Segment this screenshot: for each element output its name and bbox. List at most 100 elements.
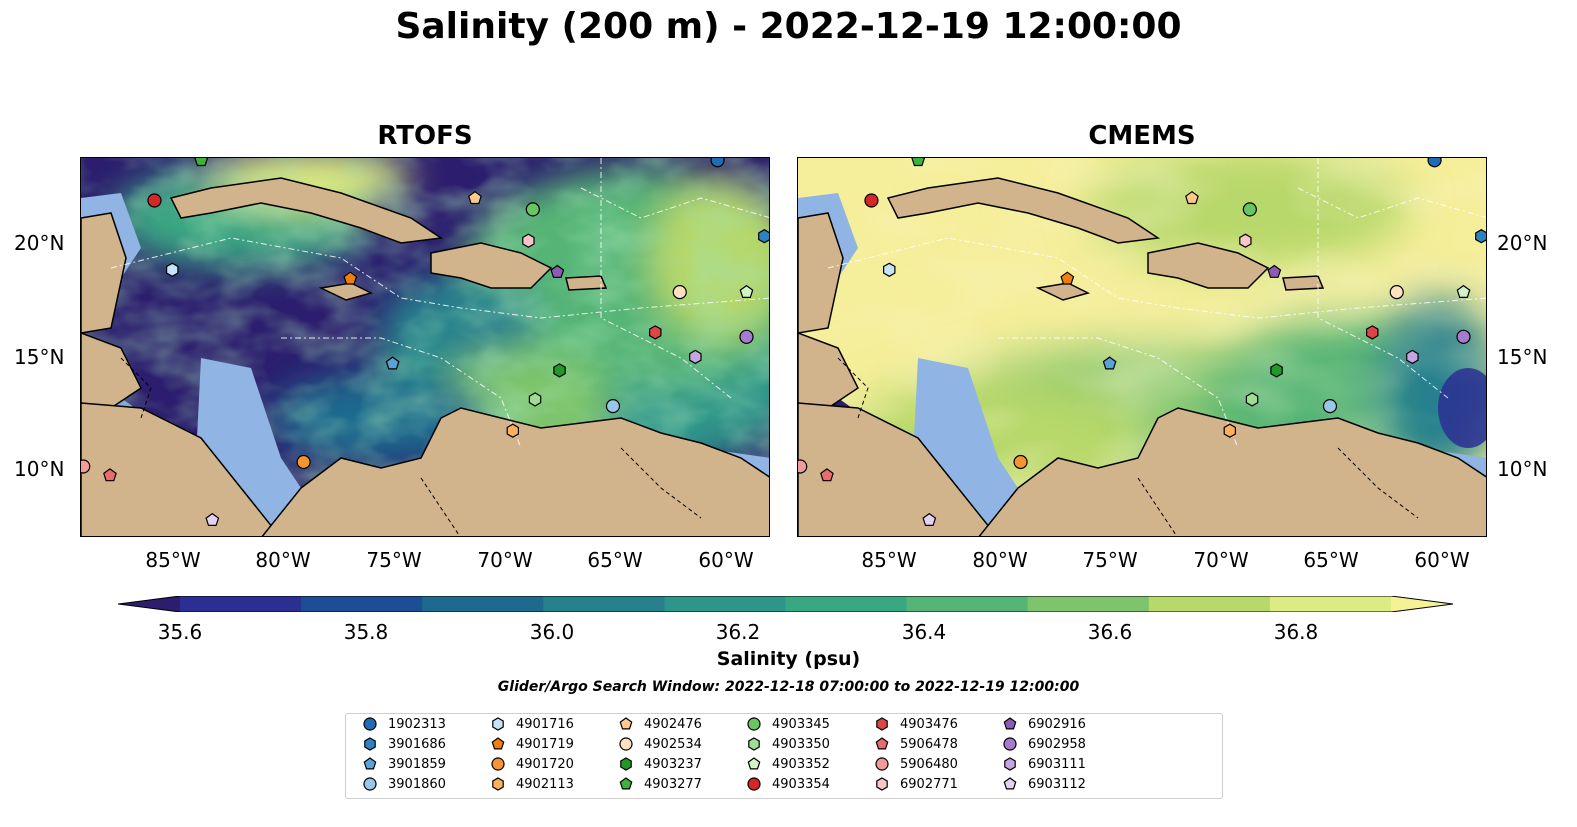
xtick-label: 70°W <box>477 548 533 572</box>
colorbar-label: Salinity (psu) <box>716 648 861 670</box>
panel-title-rtofs: RTOFS <box>377 121 473 151</box>
float-marker-4902476[interactable] <box>468 190 482 205</box>
float-marker-3901686[interactable] <box>758 229 770 244</box>
legend-label: 4903277 <box>644 776 702 792</box>
float-marker-4902113[interactable] <box>1223 423 1236 438</box>
xtick-label: 80°W <box>255 548 311 572</box>
float-marker-4903354[interactable] <box>864 193 879 208</box>
legend-marker-icon <box>619 737 633 751</box>
float-marker-6903112[interactable] <box>205 512 220 526</box>
colorbar-tick: 36.6 <box>1087 620 1133 644</box>
xtick-label: 80°W <box>972 548 1028 572</box>
float-marker-4901719[interactable] <box>1060 271 1075 285</box>
xtick-label: 75°W <box>1082 548 1138 572</box>
legend-marker-icon <box>492 777 504 791</box>
float-marker-4903352[interactable] <box>1456 284 1471 298</box>
float-marker-1902313[interactable] <box>1427 158 1442 168</box>
float-marker-4901719[interactable] <box>343 271 358 285</box>
legend-marker-icon <box>363 717 377 731</box>
legend-marker-icon <box>748 737 760 751</box>
float-marker-4901716[interactable] <box>165 262 179 277</box>
float-marker-5906480[interactable] <box>81 459 91 474</box>
float-marker-6902916[interactable] <box>550 264 565 278</box>
float-marker-5906478[interactable] <box>820 468 834 482</box>
legend-entry: 6903111 <box>1002 756 1086 772</box>
float-marker-3901686[interactable] <box>1475 229 1487 244</box>
colorbar-swatch <box>301 596 423 612</box>
map-panel-rtofs[interactable] <box>80 157 770 537</box>
float-marker-4901720[interactable] <box>1013 454 1028 470</box>
float-legend: 1902313 3901686 3901859 3901860 4901716 49017… <box>345 713 1223 799</box>
float-marker-1902313[interactable] <box>710 158 725 168</box>
legend-label: 4903476 <box>900 716 958 732</box>
float-marker-4903277[interactable] <box>194 158 209 167</box>
float-marker-4902476[interactable] <box>1185 190 1199 205</box>
colorbar-tick: 35.8 <box>343 620 389 644</box>
legend-entry: 4901719 <box>490 736 574 752</box>
float-marker-6902771[interactable] <box>522 233 535 248</box>
legend-marker-icon <box>1004 757 1016 771</box>
float-marker-6903111[interactable] <box>1406 349 1419 365</box>
legend-entry: 6902916 <box>1002 716 1086 732</box>
float-marker-3901859[interactable] <box>1102 356 1117 370</box>
colorbar-tick: 36.0 <box>529 620 575 644</box>
float-marker-4903345[interactable] <box>525 202 540 217</box>
float-marker-4903354[interactable] <box>147 193 162 208</box>
float-marker-4903476[interactable] <box>1365 325 1379 340</box>
legend-label: 4902534 <box>644 736 702 752</box>
ytick-label: 15°N <box>14 345 65 369</box>
float-marker-6902771[interactable] <box>1239 233 1252 248</box>
float-marker-4903476[interactable] <box>648 325 662 340</box>
float-marker-5906480[interactable] <box>798 459 808 474</box>
legend-label: 6902958 <box>1028 736 1086 752</box>
float-marker-4903237[interactable] <box>1270 363 1283 378</box>
colorbar-swatch <box>906 596 1029 612</box>
ytick-label: 15°N <box>1497 345 1548 369</box>
ytick-label: 10°N <box>1497 457 1548 481</box>
float-marker-6902958[interactable] <box>739 329 754 344</box>
legend-label: 4903350 <box>772 736 830 752</box>
float-marker-4903277[interactable] <box>911 158 926 167</box>
float-marker-4903350[interactable] <box>528 392 542 407</box>
legend-label: 3901860 <box>388 776 446 792</box>
float-marker-3901860[interactable] <box>1322 399 1338 414</box>
float-marker-3901860[interactable] <box>605 399 621 414</box>
float-marker-4903352[interactable] <box>739 284 754 298</box>
legend-marker-icon <box>620 757 632 771</box>
float-marker-4901716[interactable] <box>882 262 896 277</box>
colorbar-swatch <box>1269 596 1392 612</box>
float-markers <box>81 158 770 526</box>
float-marker-3901859[interactable] <box>385 356 400 370</box>
float-marker-4902534[interactable] <box>672 285 687 300</box>
legend-label: 3901859 <box>388 756 446 772</box>
map-panel-cmems[interactable] <box>797 157 1487 537</box>
float-marker-4903345[interactable] <box>1242 202 1257 217</box>
search-window-caption: Glider/Argo Search Window: 2022-12-18 07… <box>497 679 1080 695</box>
float-marker-4901720[interactable] <box>296 454 311 470</box>
legend-entry: 4901716 <box>490 716 574 732</box>
legend-marker-icon <box>491 757 505 771</box>
float-marker-4902534[interactable] <box>1389 285 1404 300</box>
float-marker-4903237[interactable] <box>553 363 566 378</box>
float-marker-5906478[interactable] <box>103 468 117 482</box>
float-marker-4903350[interactable] <box>1245 392 1259 407</box>
colorbar-swatches <box>117 595 1454 613</box>
legend-label: 5906480 <box>900 756 958 772</box>
legend-entry: 4902534 <box>618 736 702 752</box>
legend-marker-icon <box>619 717 633 730</box>
float-marker-6902958[interactable] <box>1456 329 1471 344</box>
float-marker-6903111[interactable] <box>689 349 702 365</box>
legend-label: 6902916 <box>1028 716 1086 732</box>
float-marker-6902916[interactable] <box>1267 264 1282 278</box>
legend-marker-icon <box>875 737 889 750</box>
legend-marker-icon <box>747 777 761 791</box>
xtick-label: 70°W <box>1193 548 1249 572</box>
legend-label: 4901720 <box>516 756 574 772</box>
float-marker-6903112[interactable] <box>922 512 937 526</box>
float-marker-4902113[interactable] <box>506 423 519 438</box>
xtick-label: 65°W <box>1303 548 1359 572</box>
colorbar-tick: 36.2 <box>715 620 761 644</box>
colorbar-swatch <box>180 596 302 612</box>
legend-marker-icon <box>619 777 633 790</box>
legend-marker-icon <box>492 717 504 731</box>
